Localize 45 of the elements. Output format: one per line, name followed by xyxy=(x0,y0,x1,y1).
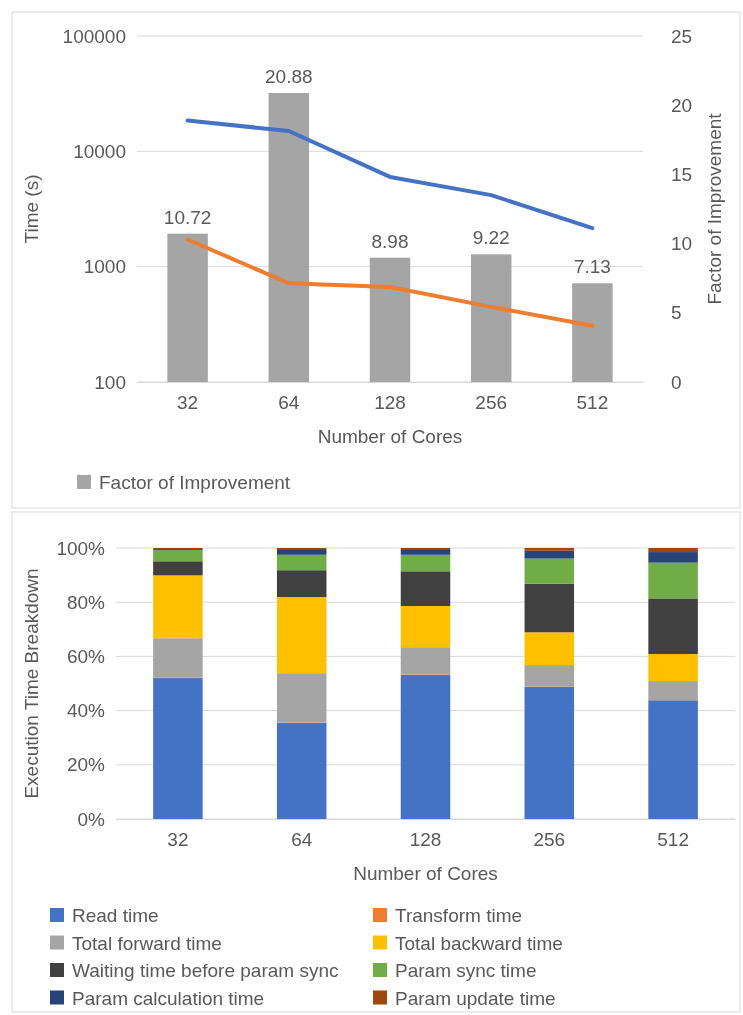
legend-label: Waiting time before param sync xyxy=(72,960,339,981)
x-tick-label: 256 xyxy=(533,829,566,851)
legend-label: Read time xyxy=(72,905,159,926)
x-tick-label: 512 xyxy=(576,392,609,414)
x-tick-label: 128 xyxy=(374,392,406,414)
data-label: 9.22 xyxy=(472,227,510,249)
y-tick-label: 60% xyxy=(66,645,106,667)
x-tick-label: 64 xyxy=(278,392,300,414)
x-tick-label: 256 xyxy=(475,392,508,414)
data-label: 8.98 xyxy=(371,230,409,252)
y-tick-label: 0% xyxy=(77,808,106,830)
y-axis-title: Execution Time Breakdown xyxy=(21,568,42,799)
data-label: 20.88 xyxy=(265,66,313,88)
legend-label: Param update time xyxy=(395,987,556,1009)
y-tick-label: 10000 xyxy=(73,140,126,162)
legend-label: Param calculation time xyxy=(72,987,265,1009)
x-axis-title: Number of Cores xyxy=(353,863,498,884)
y2-tick-label: 5 xyxy=(671,302,682,324)
legend-label: Total backward time xyxy=(395,932,563,954)
data-label: 10.72 xyxy=(163,206,212,228)
legend-label: Param sync time xyxy=(395,960,537,981)
y-axis-title: Time (s) xyxy=(21,174,42,244)
y-tick-label: 20% xyxy=(66,754,106,776)
y2-axis-title: Factor of Improvement xyxy=(704,112,725,305)
legend-label: Factor of Improvement xyxy=(99,472,291,493)
y2-tick-label: 0 xyxy=(671,371,682,393)
y2-tick-label: 10 xyxy=(671,233,693,255)
y-tick-label: 100 xyxy=(94,371,126,393)
y-tick-label: 1000 xyxy=(83,256,126,278)
x-tick-label: 512 xyxy=(657,829,689,851)
y-tick-label: 40% xyxy=(66,700,106,722)
x-tick-label: 64 xyxy=(291,829,313,851)
y2-tick-label: 15 xyxy=(671,163,693,185)
legend-label: Total forward time xyxy=(72,932,222,954)
y-tick-label: 80% xyxy=(66,591,106,613)
legend-label: Transform time xyxy=(395,905,523,926)
data-label: 7.13 xyxy=(573,256,611,278)
y-tick-label: 100% xyxy=(56,537,106,559)
x-axis-title: Number of Cores xyxy=(317,426,463,447)
y2-tick-label: 25 xyxy=(671,25,693,47)
x-tick-label: 128 xyxy=(409,829,442,851)
y2-tick-label: 20 xyxy=(671,94,693,116)
x-tick-label: 32 xyxy=(167,829,189,851)
x-tick-label: 32 xyxy=(177,392,199,414)
y-tick-label: 100000 xyxy=(62,25,126,47)
